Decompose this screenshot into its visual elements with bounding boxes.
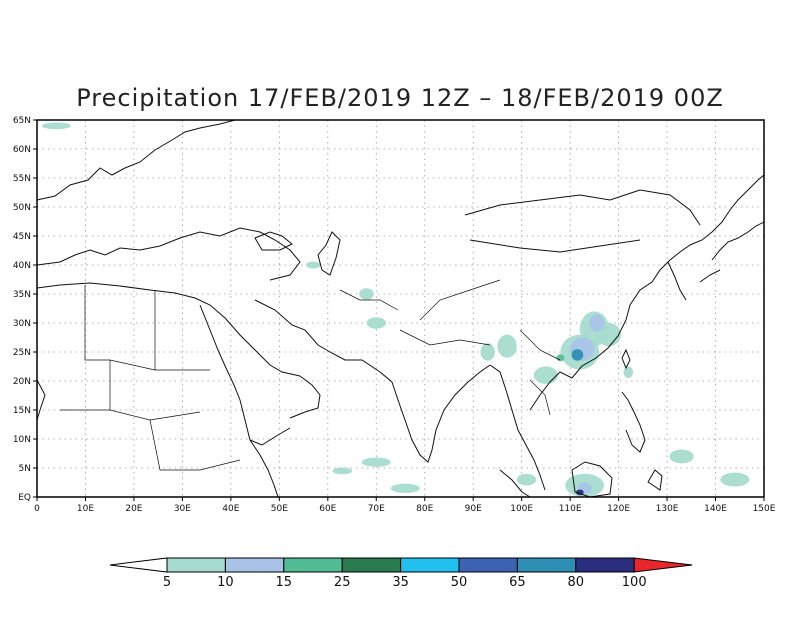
precip-area <box>497 334 517 358</box>
lat-tick-label: 25N <box>13 348 31 358</box>
lat-tick-label: 50N <box>13 203 31 213</box>
precip-area <box>480 343 496 361</box>
colorbar-label: 50 <box>451 575 468 590</box>
lat-tick-label: 65N <box>13 116 31 126</box>
precip-area <box>533 366 559 384</box>
coastlines <box>36 119 765 498</box>
colorbar-label: 65 <box>509 575 526 590</box>
lat-tick-label: 20N <box>13 377 31 387</box>
lon-tick-label: 0 <box>34 504 40 514</box>
colorbar-label: 80 <box>568 575 585 590</box>
lon-tick-label: 60E <box>319 504 336 514</box>
map-title: Precipitation 17/FEB/2019 12Z – 18/FEB/2… <box>76 84 724 112</box>
lon-tick-label: 100E <box>510 504 533 514</box>
lon-tick-label: 50E <box>271 504 288 514</box>
latitude-axis: EQ 5N 10N 15N 20N 25N 30N 35N 40N 45N 50N 55N 60N 65N <box>13 116 37 503</box>
colorbar-segment <box>516 557 577 573</box>
colorbar-segment <box>575 557 635 573</box>
lat-tick-label: 40N <box>13 261 31 271</box>
precip-area <box>516 473 537 486</box>
lon-tick-label: 20E <box>125 504 142 514</box>
lon-tick-label: 40E <box>222 504 239 514</box>
country-borders <box>60 279 561 471</box>
gridlines <box>37 120 764 497</box>
precip-area <box>305 261 321 269</box>
precip-area <box>366 317 386 329</box>
longitude-axis: 0 10E 20E 30E 40E 50E 60E 70E 80E 90E 100E 110E 120E… <box>34 497 776 514</box>
colorbar-label: 100 <box>622 575 647 590</box>
lon-tick-label: 70E <box>368 504 385 514</box>
precip-area <box>720 472 750 487</box>
colorbar-low-arrow <box>109 557 168 573</box>
precip-area <box>623 366 634 379</box>
colorbar-segment <box>341 557 402 573</box>
precipitation-shading <box>41 122 750 497</box>
lat-tick-label: 10N <box>13 435 31 445</box>
map-background <box>37 120 764 497</box>
lat-tick-label: EQ <box>18 493 31 503</box>
lon-tick-label: 130E <box>656 504 679 514</box>
precip-area <box>589 314 605 332</box>
precip-area <box>669 449 694 464</box>
lat-tick-label: 5N <box>19 464 31 474</box>
colorbar-high-arrow <box>633 557 693 573</box>
lon-tick-label: 150E <box>753 504 776 514</box>
colorbar-label: 15 <box>276 575 293 590</box>
precip-area <box>390 483 420 493</box>
colorbar-segment <box>283 557 343 573</box>
lat-tick-label: 15N <box>13 406 31 416</box>
lon-tick-label: 30E <box>174 504 191 514</box>
lat-tick-label: 60N <box>13 145 31 155</box>
lon-tick-label: 80E <box>416 504 433 514</box>
lon-tick-label: 120E <box>607 504 630 514</box>
colorbar-segment <box>458 557 518 573</box>
lat-tick-label: 55N <box>13 174 31 184</box>
lat-tick-label: 45N <box>13 232 31 242</box>
colorbar-segment <box>224 557 285 573</box>
lat-tick-label: 35N <box>13 290 31 300</box>
lon-tick-label: 140E <box>704 504 727 514</box>
precip-area <box>571 349 584 361</box>
precip-area <box>361 457 391 467</box>
lon-tick-label: 10E <box>77 504 94 514</box>
colorbar-label: 5 <box>163 575 171 590</box>
map-frame <box>36 119 765 498</box>
colorbar: 5 10 15 25 35 50 65 80 100 <box>109 557 693 590</box>
lon-tick-label: 90E <box>465 504 482 514</box>
colorbar-segment <box>166 557 226 573</box>
colorbar-label: 10 <box>217 575 234 590</box>
precip-area <box>359 288 374 300</box>
precip-area <box>332 467 353 475</box>
precip-area <box>41 122 71 130</box>
colorbar-label: 35 <box>392 575 409 590</box>
lat-tick-label: 30N <box>13 319 31 329</box>
lon-tick-label: 110E <box>559 504 582 514</box>
colorbar-label: 25 <box>334 575 351 590</box>
precip-area <box>556 354 565 362</box>
colorbar-segment <box>400 557 460 573</box>
